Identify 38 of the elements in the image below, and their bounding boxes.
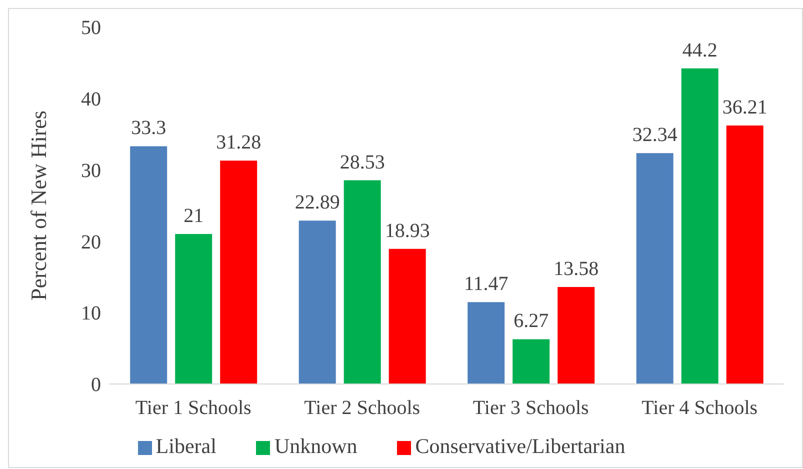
y-tick-label: 50 [81, 17, 101, 40]
bar [220, 160, 258, 384]
bar [175, 234, 212, 384]
x-tick-label: Tier 3 Schools [472, 397, 590, 420]
data-label: 18.93 [384, 220, 430, 242]
bar [388, 248, 426, 384]
bar [512, 339, 550, 384]
bar [130, 146, 168, 384]
data-label: 33.3 [131, 117, 166, 140]
legend-label: Conservative/Libertarian [415, 434, 626, 458]
data-label: 28.53 [340, 151, 385, 174]
data-label: 11.47 [464, 273, 508, 296]
bar [636, 153, 674, 384]
bar [468, 302, 505, 384]
bar [298, 220, 336, 384]
data-label: 44.2 [682, 39, 718, 62]
y-tick-label: 20 [81, 231, 101, 254]
legend-label: Liberal [156, 434, 216, 458]
x-tick-label: Tier 1 Schools [135, 397, 252, 420]
bar [726, 125, 764, 384]
y-tick-label: 40 [81, 88, 101, 110]
data-label: 21 [184, 205, 204, 228]
data-label: 6.27 [514, 310, 549, 332]
legend-label: Unknown [274, 434, 358, 458]
data-label: 31.28 [216, 132, 262, 154]
data-label: 13.58 [554, 258, 599, 280]
y-axis-title: Percent of New Hires [26, 110, 51, 300]
bar [344, 180, 381, 384]
data-label: 36.21 [722, 96, 768, 118]
y-tick-label: 0 [91, 374, 101, 396]
x-tick-label: Tier 4 Schools [642, 397, 758, 420]
bar [681, 68, 718, 384]
y-tick-label: 30 [81, 160, 101, 182]
data-label: 32.34 [632, 124, 678, 146]
x-tick-label: Tier 2 Schools [304, 397, 420, 420]
bar [558, 287, 595, 384]
data-label: 22.89 [294, 192, 340, 214]
y-tick-label: 10 [81, 302, 101, 325]
